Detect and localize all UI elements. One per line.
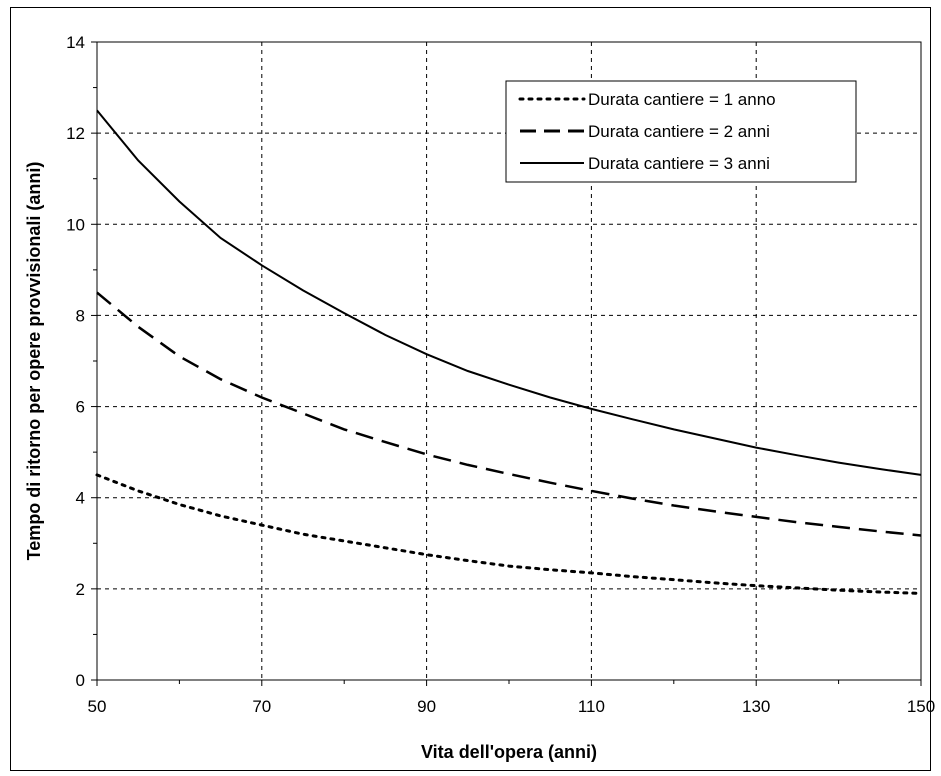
legend: Durata cantiere = 1 anno Durata cantiere…	[505, 80, 857, 183]
series-line-3	[96, 109, 922, 476]
x-tick-label: 70	[252, 697, 271, 716]
x-tick-label: 110	[578, 697, 605, 716]
y-tick-label: 14	[66, 33, 85, 52]
y-axis-label: Tempo di ritorno per opere provvisionali…	[24, 162, 44, 561]
series-line-2	[96, 291, 922, 537]
y-tick-label: 2	[76, 580, 85, 599]
legend-label-2: Durata cantiere = 2 anni	[588, 122, 770, 141]
y-tick-label: 8	[76, 306, 85, 325]
legend-label-1: Durata cantiere = 1 anno	[588, 90, 776, 109]
y-tick-label: 0	[76, 671, 85, 690]
axis-ticks: 0 2 4 6 8 10 12 14 50 70 90 110 130 150	[66, 33, 935, 716]
y-tick-label: 10	[66, 215, 85, 234]
x-tick-label: 130	[742, 697, 770, 716]
series-group	[95, 109, 923, 595]
y-tick-label: 6	[76, 398, 85, 417]
x-tick-label: 50	[88, 697, 107, 716]
x-axis-label: Vita dell'opera (anni)	[421, 742, 597, 762]
legend-label-3: Durata cantiere = 3 anni	[588, 154, 770, 173]
y-tick-label: 4	[76, 489, 85, 508]
series-line-1	[95, 473, 923, 595]
x-tick-label: 90	[417, 697, 436, 716]
x-tick-label: 150	[907, 697, 935, 716]
y-tick-label: 12	[66, 124, 85, 143]
